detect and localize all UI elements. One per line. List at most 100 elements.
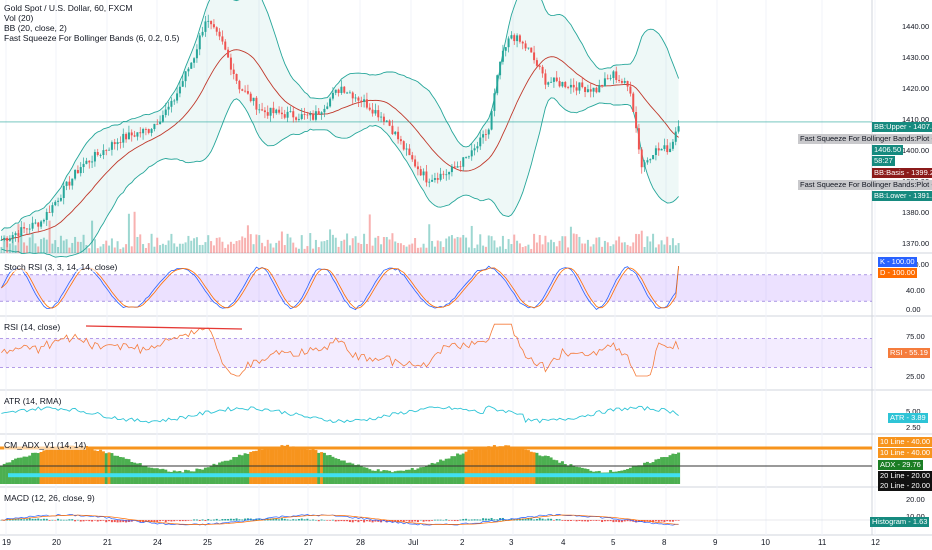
volume-indicator-label[interactable]: Vol (20) — [4, 13, 34, 23]
macd-histogram-bar — [173, 520, 176, 522]
macd-histogram-bar — [303, 519, 306, 521]
adx-bar — [192, 471, 196, 484]
bb-basis-tag: BB:Basis - 1399.22 — [872, 168, 932, 178]
candle-body — [499, 61, 502, 76]
candle-body — [76, 170, 79, 174]
volume-bar — [218, 237, 221, 253]
macd-histogram-bar — [156, 520, 159, 523]
candle-body — [595, 87, 598, 93]
volume-bar — [127, 213, 130, 253]
adx-bar — [294, 446, 298, 484]
volume-bar — [620, 242, 623, 253]
macd-histogram-bar — [578, 520, 581, 521]
volume-bar — [82, 234, 85, 253]
candle-body — [278, 109, 281, 113]
candle-body — [402, 141, 405, 150]
adx-bar — [546, 456, 550, 484]
volume-bar — [637, 234, 640, 253]
candle-body — [57, 200, 60, 202]
bollinger-indicator-label[interactable]: BB (20, close, 2) — [4, 23, 67, 33]
volume-bar — [569, 226, 572, 253]
price-axis-label: 1420.00 — [902, 84, 930, 93]
symbol-title[interactable]: Gold Spot / U.S. Dollar, 60, FXCM — [4, 3, 133, 13]
candle-body — [108, 149, 111, 151]
candle-body — [496, 75, 499, 94]
candle-body — [456, 166, 459, 168]
chart-legend: Gold Spot / U.S. Dollar, 60, FXCM Vol (2… — [4, 3, 179, 43]
adx-bar — [402, 470, 406, 484]
candle-body — [229, 57, 232, 70]
candle-body — [408, 148, 411, 156]
volume-bar — [252, 244, 255, 253]
candle-body — [176, 93, 179, 101]
candle-body — [652, 155, 655, 160]
candle-body — [442, 173, 445, 175]
volume-bar — [354, 236, 357, 253]
adx-bar — [314, 450, 318, 484]
volume-bar — [297, 248, 300, 253]
volume-bar — [606, 242, 609, 253]
candle-body — [8, 238, 11, 241]
adx-bar — [665, 457, 669, 484]
volume-bar — [445, 238, 448, 253]
date-axis-label: 19 — [2, 538, 11, 547]
volume-bar — [524, 246, 527, 253]
volume-bar — [173, 243, 176, 253]
macd-histogram-bar — [479, 519, 482, 521]
adx-bar — [320, 452, 324, 484]
candle-body — [470, 150, 473, 157]
candle-body — [459, 166, 462, 168]
volume-bar — [42, 237, 45, 253]
volume-bar — [96, 248, 99, 253]
adx-bar — [552, 459, 556, 484]
macd-histogram-bar — [14, 518, 17, 521]
adx-bar — [308, 449, 312, 484]
macd-histogram-bar — [116, 520, 119, 523]
candle-body — [524, 43, 527, 49]
candle-body — [385, 120, 388, 122]
adx-bar — [305, 449, 309, 484]
volume-bar — [578, 236, 581, 253]
candle-body — [105, 150, 108, 151]
candle-body — [306, 114, 309, 116]
macd-histogram-bar — [538, 518, 541, 521]
atr-label[interactable]: ATR (14, RMA) — [4, 396, 62, 406]
candle-body — [85, 160, 88, 164]
adx-bar — [464, 451, 468, 484]
adx-label[interactable]: CM_ADX_V1 (14, 14) — [4, 440, 87, 450]
volume-bar — [397, 242, 400, 253]
candle-body — [663, 145, 666, 149]
stoch-rsi-label[interactable]: Stoch RSI (3, 3, 14, 14, close) — [4, 262, 118, 272]
macd-histogram-bar — [300, 518, 303, 521]
volume-bar — [527, 244, 530, 253]
atr-line — [1, 405, 679, 424]
candle-body — [45, 211, 48, 220]
macd-histogram-bar — [470, 519, 473, 521]
rsi-label[interactable]: RSI (14, close) — [4, 322, 61, 332]
candle-body — [170, 100, 173, 107]
fast-squeeze-indicator-label[interactable]: Fast Squeeze For Bollinger Bands (6, 0.2… — [4, 33, 180, 43]
candle-body — [431, 179, 434, 182]
macd-histogram-bar — [76, 519, 79, 521]
volume-bar — [541, 244, 544, 253]
macd-label[interactable]: MACD (12, 26, close, 9) — [4, 493, 95, 503]
volume-bar — [467, 247, 470, 253]
volume-bar — [343, 239, 346, 253]
date-axis-label: 21 — [103, 538, 112, 547]
volume-bar — [207, 235, 210, 253]
macd-histogram-bar — [306, 518, 309, 521]
volume-bar — [181, 243, 184, 253]
macd-histogram-bar — [337, 520, 340, 522]
volume-bar — [8, 243, 11, 253]
adx-bar — [317, 452, 321, 484]
stoch-band-fill — [0, 274, 872, 302]
candle-body — [326, 106, 329, 109]
stoch-d-tag: D - 100.00 — [878, 268, 918, 278]
adx-bar — [65, 445, 69, 484]
macd-histogram-bar — [99, 520, 102, 522]
adx-bar — [507, 445, 511, 484]
macd-histogram-bar — [450, 520, 453, 521]
macd-histogram-bar — [555, 519, 558, 521]
candle-body — [609, 77, 612, 79]
